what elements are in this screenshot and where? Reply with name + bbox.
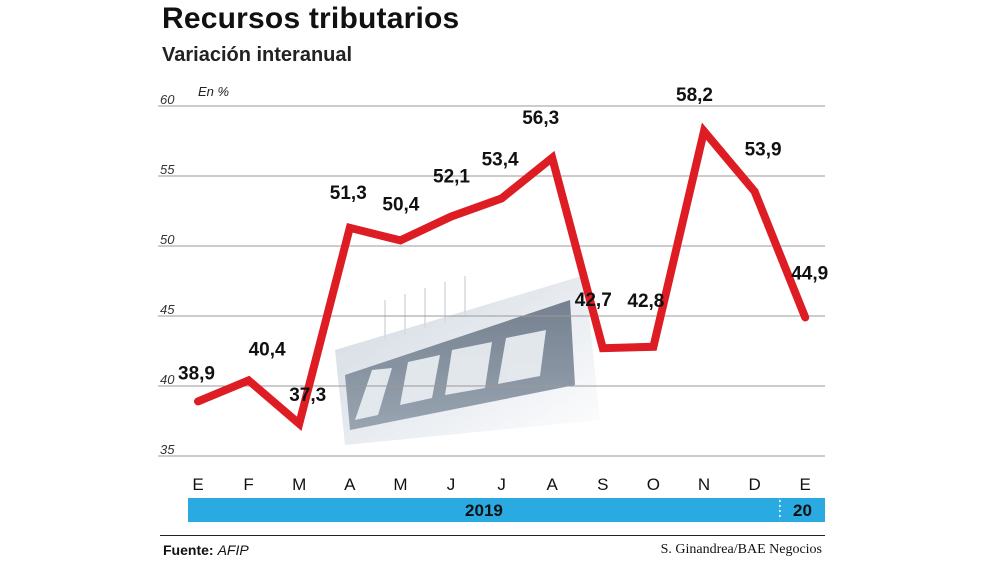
value-label: 53,9 — [745, 139, 782, 160]
x-tick-label: M — [292, 475, 306, 494]
x-tick-label: A — [547, 475, 559, 494]
data-point — [448, 213, 454, 220]
value-label: 42,8 — [627, 291, 664, 312]
chart-title: Recursos tributarios — [162, 2, 460, 35]
credit-note: S. Ginandrea/BAE Negocios — [660, 542, 822, 557]
data-point — [498, 195, 505, 202]
x-tick-label: O — [647, 475, 660, 494]
y-tick-label: 60 — [160, 92, 175, 107]
x-tick-label: A — [344, 475, 356, 494]
year-band-segment — [188, 498, 780, 522]
afip-building-image — [335, 275, 600, 445]
value-label: 51,3 — [330, 183, 367, 204]
y-tick-label: 45 — [160, 302, 175, 317]
x-tick-label: N — [698, 475, 710, 494]
x-tick-label: E — [192, 475, 203, 494]
data-point — [549, 154, 556, 161]
year-band-segment — [779, 498, 825, 522]
source-note: Fuente: AFIP — [163, 542, 249, 558]
data-point — [245, 377, 252, 384]
footer-divider — [160, 535, 825, 536]
y-axis-unit-label: En % — [198, 84, 229, 99]
data-point — [650, 343, 657, 350]
source-value: AFIP — [217, 542, 249, 558]
value-label: 37,3 — [289, 385, 326, 406]
value-label: 44,9 — [791, 263, 828, 284]
data-point — [397, 237, 404, 244]
data-point — [599, 345, 606, 352]
source-label: Fuente: — [163, 542, 214, 558]
x-tick-label: S — [597, 475, 608, 494]
y-tick-label: 35 — [160, 442, 175, 457]
x-tick-label: M — [393, 475, 407, 494]
data-point — [802, 314, 809, 321]
chart-subtitle: Variación interanual — [162, 44, 353, 66]
value-label: 52,1 — [433, 167, 470, 188]
data-point — [195, 398, 201, 405]
data-point — [751, 188, 758, 195]
value-label: 58,2 — [676, 85, 713, 106]
value-label: 56,3 — [522, 108, 559, 129]
x-tick-label: D — [748, 475, 760, 494]
x-tick-label: F — [243, 475, 253, 494]
value-label: 40,4 — [249, 339, 286, 360]
year-label: 20 — [793, 501, 812, 520]
value-label: 50,4 — [382, 194, 419, 215]
data-point — [346, 224, 353, 231]
value-label: 42,7 — [575, 290, 612, 311]
year-label: 2019 — [465, 501, 503, 520]
y-tick-label: 55 — [160, 162, 175, 177]
y-tick-label: 50 — [160, 232, 175, 247]
x-tick-label: J — [497, 475, 506, 494]
y-tick-label: 40 — [160, 372, 175, 387]
data-point — [701, 128, 707, 135]
x-tick-label: J — [447, 475, 456, 494]
data-point — [296, 420, 303, 427]
x-tick-label: E — [800, 475, 811, 494]
value-label: 38,9 — [178, 363, 215, 384]
value-label: 53,4 — [482, 149, 519, 170]
